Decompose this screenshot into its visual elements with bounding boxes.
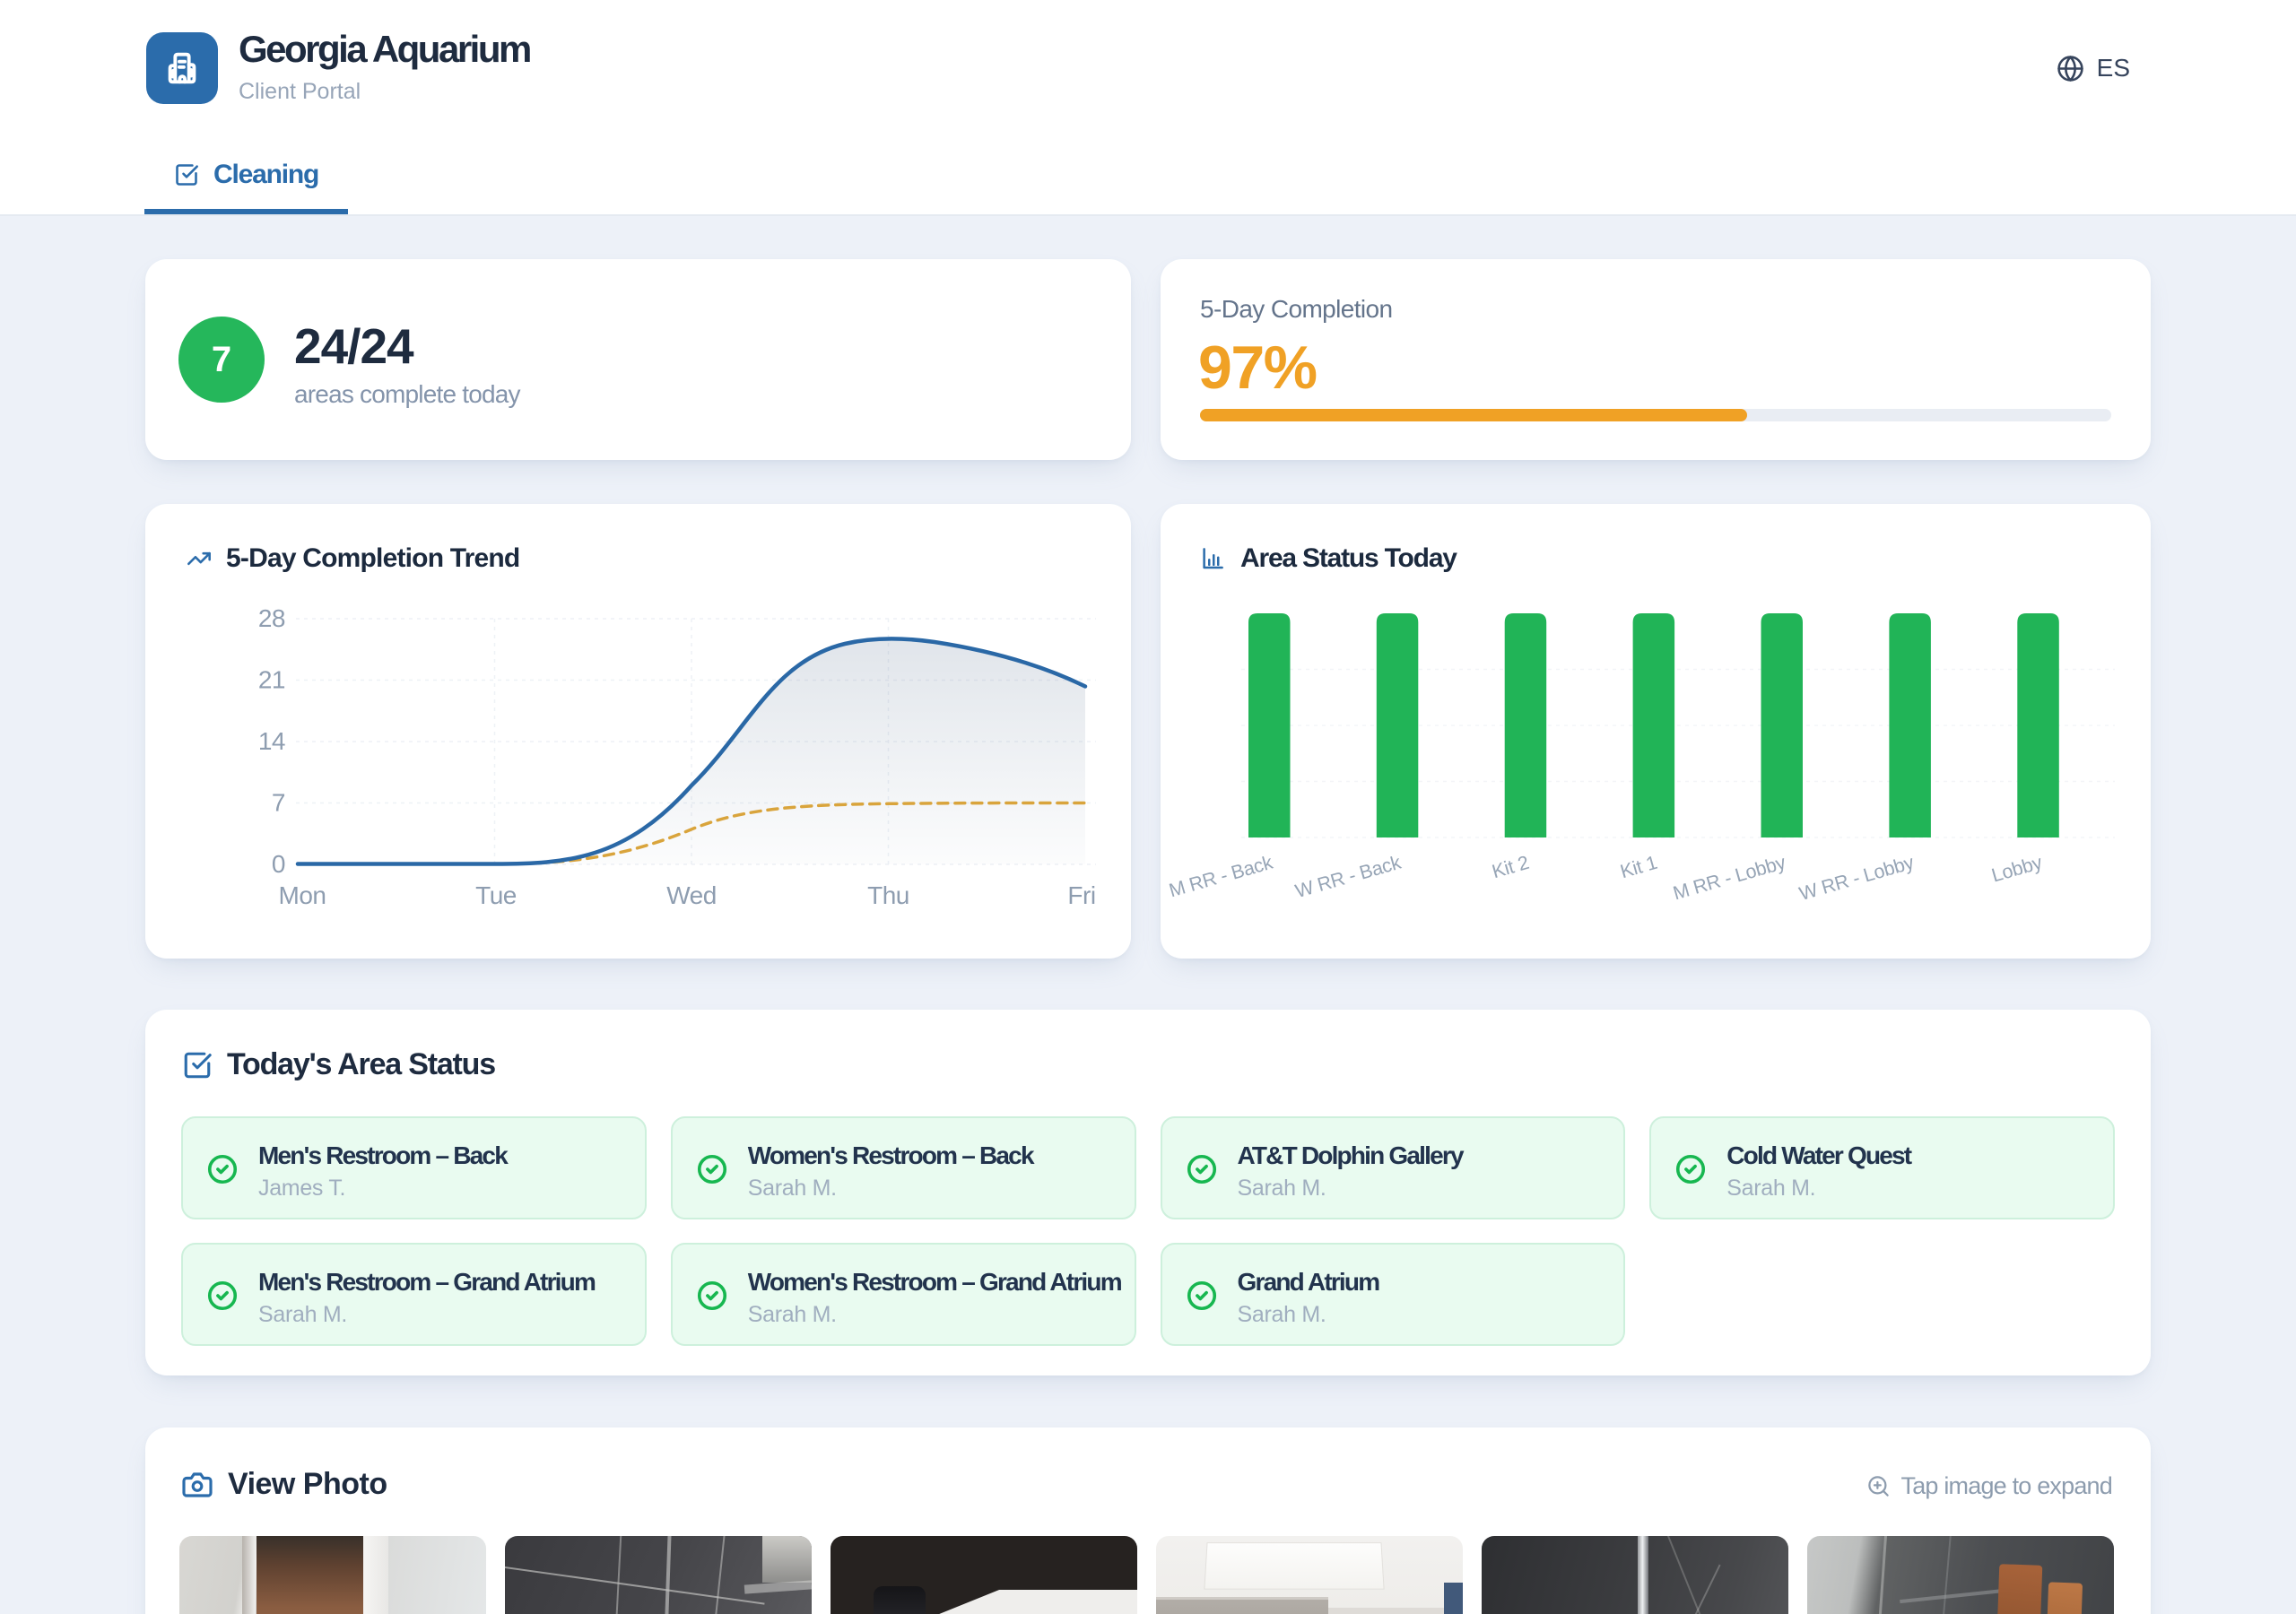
svg-text:M RR - Back: M RR - Back xyxy=(1167,852,1275,902)
svg-text:W RR - Back: W RR - Back xyxy=(1293,852,1404,903)
svg-text:28: 28 xyxy=(258,604,285,632)
svg-text:Mon: Mon xyxy=(279,881,326,909)
svg-text:Kit 1: Kit 1 xyxy=(1618,852,1660,883)
svg-text:Thu: Thu xyxy=(867,881,909,909)
svg-text:Tue: Tue xyxy=(475,881,517,909)
svg-text:M RR - Lobby: M RR - Lobby xyxy=(1671,852,1788,905)
svg-text:14: 14 xyxy=(258,727,285,755)
svg-text:0: 0 xyxy=(272,850,285,878)
svg-text:7: 7 xyxy=(272,789,285,817)
svg-text:Kit 2: Kit 2 xyxy=(1490,852,1532,883)
svg-text:21: 21 xyxy=(258,666,285,694)
svg-text:Lobby: Lobby xyxy=(1989,852,2045,887)
svg-text:Wed: Wed xyxy=(666,881,717,909)
svg-text:W RR - Lobby: W RR - Lobby xyxy=(1796,852,1916,905)
svg-text:Fri: Fri xyxy=(1067,881,1095,909)
